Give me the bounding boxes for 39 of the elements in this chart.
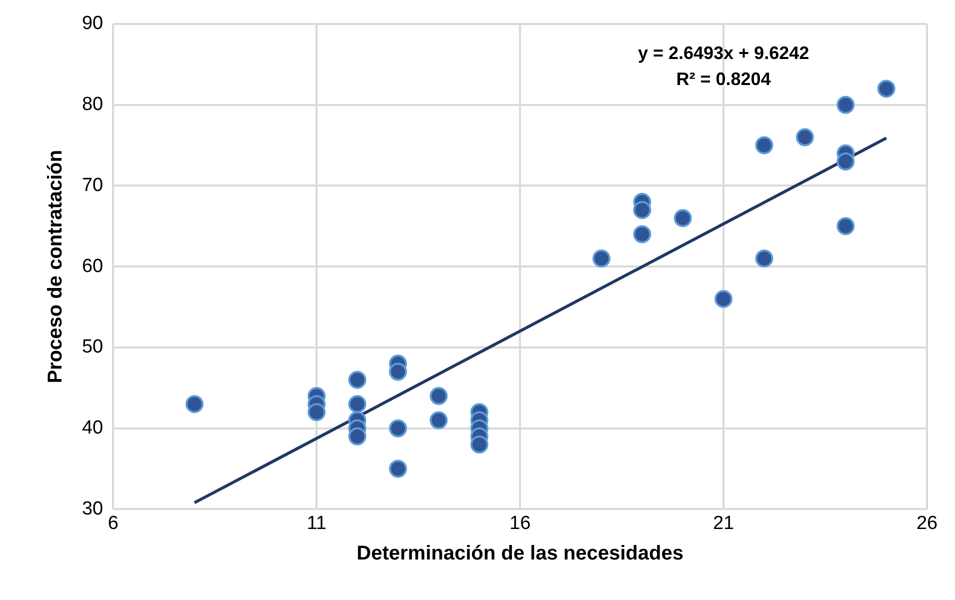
point: [470, 436, 488, 454]
point: [714, 290, 733, 308]
point: [430, 386, 448, 405]
point: [755, 250, 774, 268]
point: [308, 403, 326, 422]
annotation: y = 2.6493x + 9.6242: [638, 42, 810, 63]
y-tick-label: 30: [82, 498, 104, 520]
point: [796, 128, 814, 146]
point: [348, 427, 366, 446]
point: [633, 200, 652, 219]
point: [633, 225, 652, 244]
point: [348, 370, 366, 389]
x-tick-label: 21: [712, 512, 734, 534]
point: [592, 250, 610, 268]
point: [186, 395, 204, 414]
annotation: R² = 0.8204: [676, 68, 771, 89]
point: [674, 209, 692, 228]
x-tick-label: 11: [306, 512, 326, 534]
point: [388, 460, 407, 478]
x-axis-title: Determinación de las necesidades: [356, 542, 684, 565]
x-tick-label: 16: [509, 512, 531, 534]
y-tick-label: 90: [82, 13, 104, 34]
point: [430, 411, 448, 430]
y-tick-label: 60: [82, 256, 104, 277]
y-tick-label: 70: [82, 174, 104, 196]
y-tick-label: 40: [82, 418, 104, 439]
x-tick-label: 26: [916, 512, 938, 534]
x-tick-label: 6: [108, 512, 118, 534]
point: [836, 152, 855, 170]
point: [836, 217, 855, 236]
point: [348, 395, 366, 414]
point: [755, 136, 774, 154]
point: [388, 419, 407, 438]
point: [877, 80, 896, 98]
y-axis-title: Proceso de contratación: [44, 150, 67, 384]
y-tick-label: 50: [82, 336, 104, 358]
y-tick-label: 80: [82, 94, 104, 116]
point: [836, 96, 855, 114]
point: [388, 362, 407, 381]
